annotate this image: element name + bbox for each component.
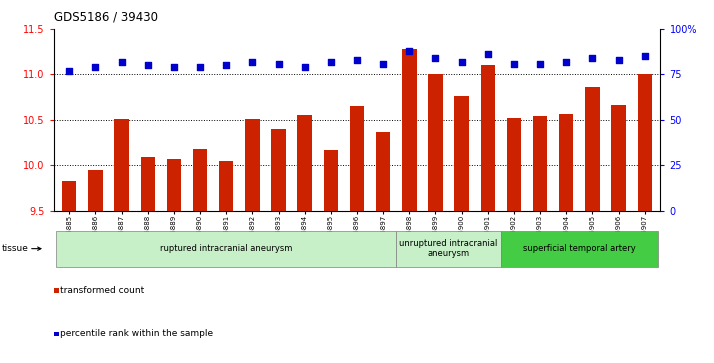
Point <box>116 59 127 65</box>
Point <box>456 59 468 65</box>
Bar <box>166 159 181 211</box>
Bar <box>428 73 443 211</box>
Point <box>325 59 336 65</box>
Point <box>194 64 206 70</box>
Bar <box>611 105 625 211</box>
Point <box>534 61 545 66</box>
Bar <box>533 116 548 211</box>
Point <box>560 59 572 65</box>
Point <box>169 64 180 70</box>
Bar <box>89 170 103 211</box>
Text: superficial temporal artery: superficial temporal artery <box>523 244 635 253</box>
Point <box>378 61 389 66</box>
Bar <box>402 49 416 211</box>
Bar <box>454 96 469 211</box>
Text: transformed count: transformed count <box>60 286 144 295</box>
Point <box>64 68 75 74</box>
Point <box>613 57 624 63</box>
Point <box>482 52 493 57</box>
Bar <box>350 106 364 211</box>
Bar <box>193 149 207 211</box>
Bar <box>245 119 260 211</box>
Bar <box>323 150 338 211</box>
Point <box>299 64 311 70</box>
Bar <box>507 118 521 211</box>
Point <box>403 48 415 54</box>
Point <box>221 62 232 68</box>
Text: ruptured intracranial aneurysm: ruptured intracranial aneurysm <box>160 244 293 253</box>
Bar <box>638 73 652 211</box>
Bar <box>298 115 312 211</box>
Text: percentile rank within the sample: percentile rank within the sample <box>60 330 213 338</box>
Point <box>90 64 101 70</box>
Point <box>587 55 598 61</box>
Bar <box>62 182 76 211</box>
Bar <box>271 129 286 211</box>
Point <box>351 57 363 63</box>
Bar <box>585 87 600 211</box>
Bar <box>114 119 129 211</box>
Point <box>273 61 284 66</box>
Point <box>246 59 258 65</box>
Bar <box>481 65 495 211</box>
Point <box>508 61 520 66</box>
Text: GDS5186 / 39430: GDS5186 / 39430 <box>54 11 158 24</box>
Text: unruptured intracranial
aneurysm: unruptured intracranial aneurysm <box>399 239 498 258</box>
Point <box>639 53 650 59</box>
Bar <box>376 132 391 211</box>
Bar <box>219 160 233 211</box>
Text: tissue: tissue <box>1 244 29 253</box>
Bar <box>141 157 155 211</box>
Bar <box>559 114 573 211</box>
Point <box>142 62 154 68</box>
Point <box>430 55 441 61</box>
